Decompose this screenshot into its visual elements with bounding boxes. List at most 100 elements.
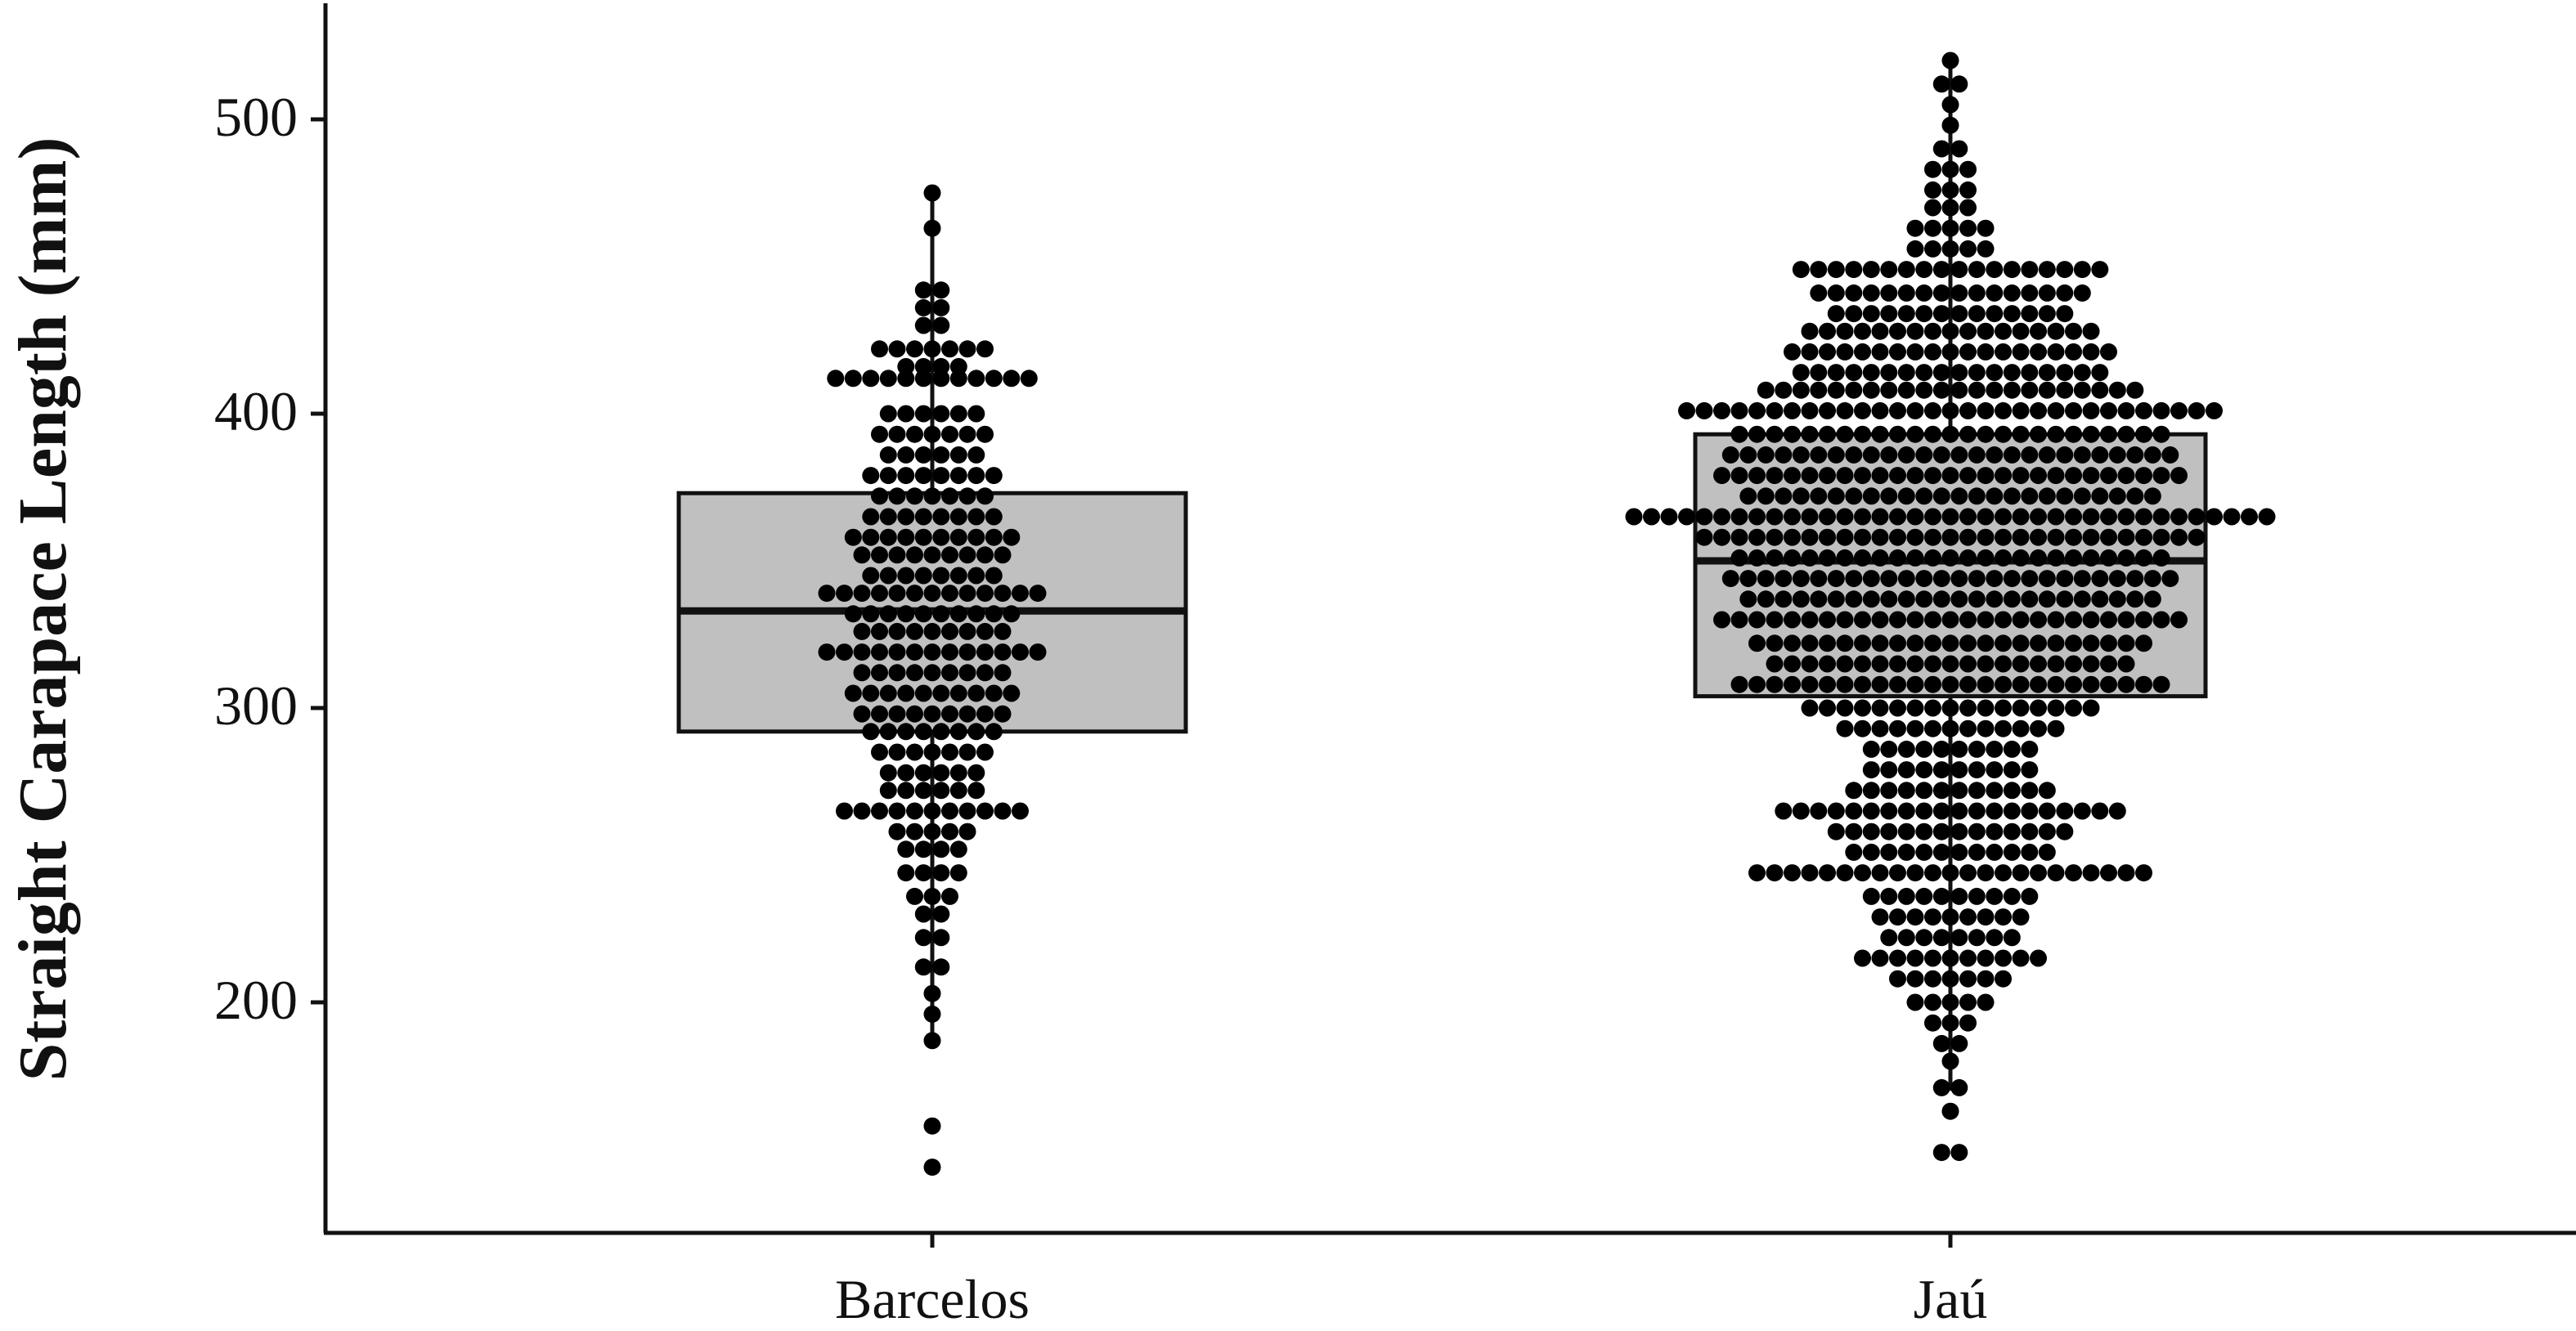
data-point xyxy=(1897,446,1915,464)
data-point xyxy=(1792,487,1810,505)
data-point xyxy=(932,782,950,800)
data-point xyxy=(1977,864,1995,882)
data-point xyxy=(1889,864,1906,882)
data-point xyxy=(2091,802,2109,820)
data-point xyxy=(1801,864,1819,882)
data-point xyxy=(2082,864,2100,882)
data-point xyxy=(1766,425,1784,443)
data-point xyxy=(1889,508,1906,526)
data-point xyxy=(1748,864,1766,882)
data-point xyxy=(1748,528,1766,546)
data-point xyxy=(949,782,967,800)
y-axis-title: Straight Carapace Length (mm) xyxy=(5,137,81,1082)
data-point xyxy=(1871,611,1889,629)
data-point xyxy=(871,664,888,682)
data-point xyxy=(1932,284,1950,302)
data-point xyxy=(1836,655,1854,673)
data-point xyxy=(1968,843,1986,861)
data-point xyxy=(1784,634,1801,652)
data-point xyxy=(888,643,906,661)
data-point xyxy=(985,684,1003,702)
data-point xyxy=(1941,508,1959,526)
data-point xyxy=(1995,508,2012,526)
data-point xyxy=(1986,261,2004,279)
data-point xyxy=(2003,261,2021,279)
data-point xyxy=(2030,425,2047,443)
data-point xyxy=(836,802,853,820)
data-point xyxy=(1915,570,1933,588)
data-point xyxy=(1748,675,1766,693)
tick-layer: 200 300 400 500 Barcelos Jaú xyxy=(214,86,1987,1330)
data-point xyxy=(941,664,958,682)
data-point xyxy=(1854,634,1871,652)
data-point xyxy=(1941,199,1959,217)
data-point xyxy=(914,929,932,947)
data-point xyxy=(1924,549,1941,567)
data-point xyxy=(1880,782,1898,800)
data-point xyxy=(923,219,941,237)
data-point xyxy=(1739,570,1757,588)
data-point xyxy=(1995,467,2012,485)
data-point xyxy=(1932,929,1950,947)
data-point xyxy=(1871,549,1889,567)
data-point xyxy=(2108,570,2126,588)
data-point xyxy=(2100,864,2117,882)
data-point xyxy=(1827,802,1845,820)
data-point xyxy=(2012,908,2030,926)
data-point xyxy=(2065,401,2082,419)
data-point xyxy=(1819,611,1836,629)
data-point xyxy=(888,802,906,820)
data-point xyxy=(2152,549,2170,567)
data-point xyxy=(1986,843,2004,861)
data-point xyxy=(906,802,923,820)
data-point xyxy=(1950,1078,1968,1096)
data-point xyxy=(1986,740,2004,758)
data-point xyxy=(1757,590,1775,608)
data-point xyxy=(1748,549,1766,567)
data-point xyxy=(2135,675,2152,693)
data-point xyxy=(1959,675,1977,693)
data-point xyxy=(836,643,853,661)
data-point xyxy=(1819,549,1836,567)
data-point xyxy=(1889,425,1906,443)
data-point xyxy=(2100,528,2117,546)
data-point xyxy=(853,622,871,640)
data-point xyxy=(2047,528,2065,546)
data-point xyxy=(1871,401,1889,419)
data-point xyxy=(2012,467,2030,485)
data-point xyxy=(932,281,950,299)
data-point xyxy=(1941,675,1959,693)
data-point xyxy=(923,1032,941,1050)
data-point xyxy=(1924,240,1941,258)
data-point xyxy=(1871,343,1889,361)
data-point xyxy=(2117,425,2135,443)
data-point xyxy=(1792,381,1810,399)
data-point xyxy=(1977,467,1995,485)
data-point xyxy=(914,316,932,334)
data-point xyxy=(1932,446,1950,464)
data-point xyxy=(871,622,888,640)
data-point xyxy=(2100,611,2117,629)
data-point xyxy=(2065,425,2082,443)
data-point xyxy=(2030,949,2047,967)
data-point xyxy=(932,840,950,858)
data-point xyxy=(1932,487,1950,505)
data-point xyxy=(871,487,888,505)
data-point xyxy=(1941,908,1959,926)
data-point xyxy=(1906,699,1924,717)
data-point xyxy=(2065,508,2082,526)
data-point xyxy=(1757,446,1775,464)
data-point xyxy=(1915,261,1933,279)
data-point xyxy=(958,664,976,682)
data-point xyxy=(1995,908,2012,926)
data-point xyxy=(1977,993,1995,1011)
data-point xyxy=(1827,305,1845,323)
data-point xyxy=(1889,719,1906,737)
data-point xyxy=(1995,719,2012,737)
data-point xyxy=(1906,240,1924,258)
data-point xyxy=(871,802,888,820)
data-point xyxy=(1889,949,1906,967)
data-point xyxy=(906,546,923,564)
data-point xyxy=(2082,611,2100,629)
data-point xyxy=(1906,655,1924,673)
